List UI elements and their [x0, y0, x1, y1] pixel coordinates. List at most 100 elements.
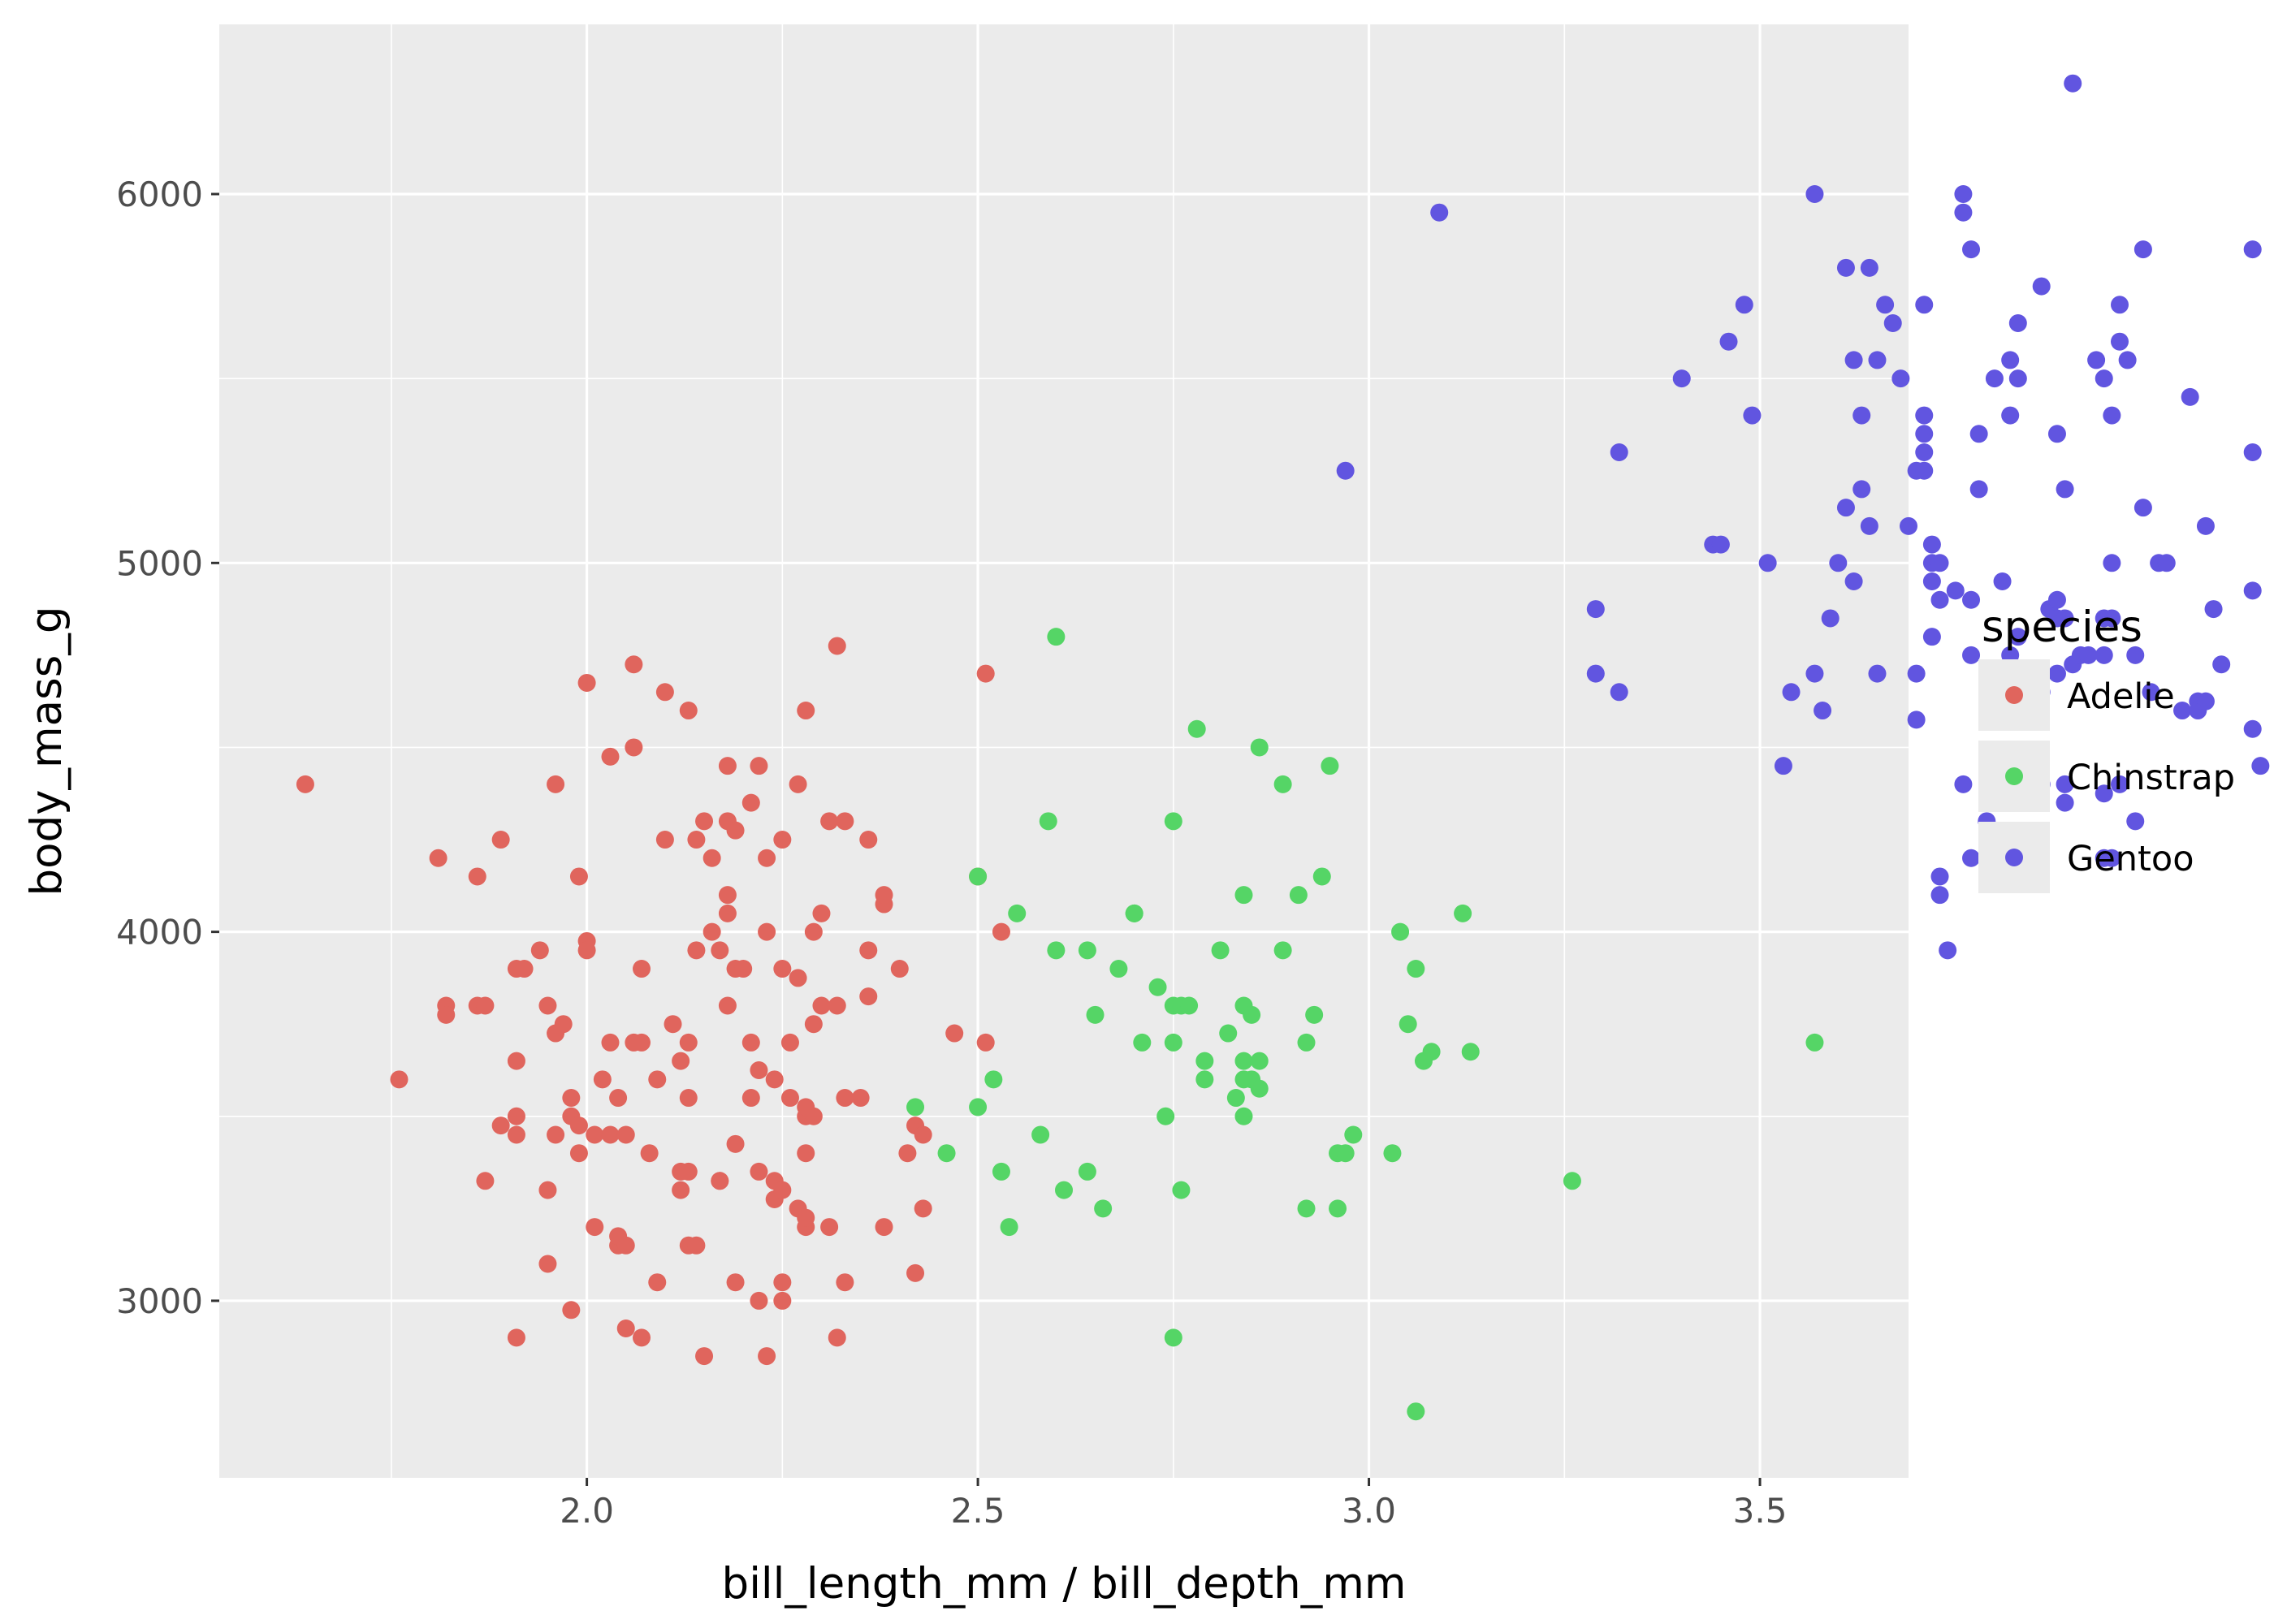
point-chinstrap: [1187, 719, 1206, 738]
point-gentoo: [2157, 554, 2176, 572]
point-gentoo: [2133, 240, 2152, 259]
point-gentoo: [2196, 692, 2215, 710]
point-gentoo: [2103, 609, 2121, 628]
point-adelie: [804, 1107, 823, 1125]
point-chinstrap: [906, 1098, 925, 1116]
point-adelie: [601, 1033, 620, 1052]
minor-gridlines: [219, 24, 1909, 1478]
point-adelie: [601, 1125, 620, 1144]
point-gentoo: [2008, 313, 2027, 332]
point-adelie: [773, 1181, 792, 1199]
point-adelie: [616, 1320, 635, 1338]
point-adelie: [836, 812, 854, 831]
point-chinstrap: [1078, 941, 1096, 960]
point-adelie: [875, 886, 893, 905]
point-adelie: [836, 1089, 854, 1108]
x-tick-label: 3.0: [1342, 1491, 1396, 1531]
point-adelie: [789, 969, 807, 987]
point-gentoo: [1836, 499, 1855, 517]
point-adelie: [507, 1052, 525, 1070]
point-adelie: [750, 757, 768, 775]
point-gentoo: [1883, 313, 1902, 332]
point-adelie: [797, 1144, 815, 1163]
point-adelie: [820, 812, 839, 831]
point-adelie: [820, 1218, 839, 1237]
point-gentoo: [1915, 425, 1934, 443]
point-adelie: [491, 1116, 510, 1135]
point-chinstrap: [1563, 1172, 1581, 1190]
legend-label-adelie: Adelie: [2067, 676, 2175, 717]
point-chinstrap: [1133, 1033, 1152, 1052]
point-adelie: [695, 812, 714, 831]
point-chinstrap: [1195, 1052, 1214, 1070]
point-gentoo: [1868, 351, 1887, 369]
point-gentoo: [2008, 369, 2027, 388]
point-gentoo: [2111, 332, 2129, 351]
point-gentoo: [1946, 581, 1965, 600]
point-adelie: [648, 1070, 667, 1089]
point-chinstrap: [1180, 996, 1199, 1015]
point-adelie: [507, 1107, 525, 1125]
point-adelie: [914, 1125, 932, 1144]
point-chinstrap: [1329, 1199, 1347, 1218]
point-adelie: [750, 1291, 768, 1310]
point-gentoo: [1954, 775, 1973, 793]
point-adelie: [758, 849, 776, 867]
point-adelie: [633, 1033, 651, 1052]
point-adelie: [569, 1116, 588, 1135]
point-adelie: [773, 1291, 792, 1310]
y-tick-label: 3000: [116, 1281, 203, 1321]
point-chinstrap: [1219, 1024, 1238, 1043]
legend-label-chinstrap: Chinstrap: [2067, 758, 2235, 798]
point-adelie: [812, 904, 831, 922]
point-gentoo: [2111, 775, 2129, 793]
point-chinstrap: [1055, 1181, 1073, 1199]
legend-marker-chinstrap: [2005, 767, 2023, 785]
point-gentoo: [2103, 406, 2121, 425]
point-adelie: [672, 1181, 690, 1199]
point-gentoo: [1860, 258, 1878, 277]
point-chinstrap: [1078, 1162, 1096, 1181]
point-chinstrap: [1336, 1144, 1355, 1163]
point-gentoo: [2047, 425, 2066, 443]
point-gentoo: [2095, 646, 2113, 664]
point-adelie: [609, 1089, 628, 1108]
major-gridlines: [219, 24, 1909, 1478]
point-chinstrap: [1156, 1107, 1175, 1125]
point-chinstrap: [1407, 960, 1425, 978]
point-gentoo: [1907, 664, 1926, 683]
point-gentoo: [1836, 258, 1855, 277]
point-gentoo: [1735, 296, 1753, 314]
point-chinstrap: [1250, 738, 1269, 757]
point-chinstrap: [1164, 812, 1182, 831]
point-adelie: [616, 1125, 635, 1144]
point-adelie: [476, 1172, 495, 1190]
point-adelie: [718, 757, 737, 775]
point-gentoo: [1891, 369, 1910, 388]
point-chinstrap: [1234, 1052, 1253, 1070]
point-adelie: [703, 922, 721, 941]
point-chinstrap: [1164, 1328, 1182, 1347]
point-adelie: [750, 1060, 768, 1079]
point-adelie: [804, 922, 823, 941]
point-gentoo: [2212, 655, 2231, 674]
point-chinstrap: [1250, 1079, 1269, 1098]
point-adelie: [773, 1273, 792, 1292]
point-chinstrap: [1195, 1070, 1214, 1089]
point-adelie: [577, 673, 596, 692]
point-chinstrap: [1172, 1181, 1191, 1199]
point-gentoo: [1930, 554, 1949, 572]
point-gentoo: [2243, 719, 2262, 738]
point-adelie: [476, 996, 495, 1015]
point-chinstrap: [969, 867, 988, 886]
point-chinstrap: [1273, 775, 1292, 793]
point-adelie: [586, 1125, 604, 1144]
y-tick-label: 5000: [116, 543, 203, 583]
point-adelie: [633, 1328, 651, 1347]
point-gentoo: [1719, 332, 1738, 351]
point-adelie: [601, 747, 620, 766]
point-adelie: [655, 831, 674, 849]
point-adelie: [890, 960, 909, 978]
point-gentoo: [2111, 296, 2129, 314]
point-adelie: [547, 1125, 565, 1144]
